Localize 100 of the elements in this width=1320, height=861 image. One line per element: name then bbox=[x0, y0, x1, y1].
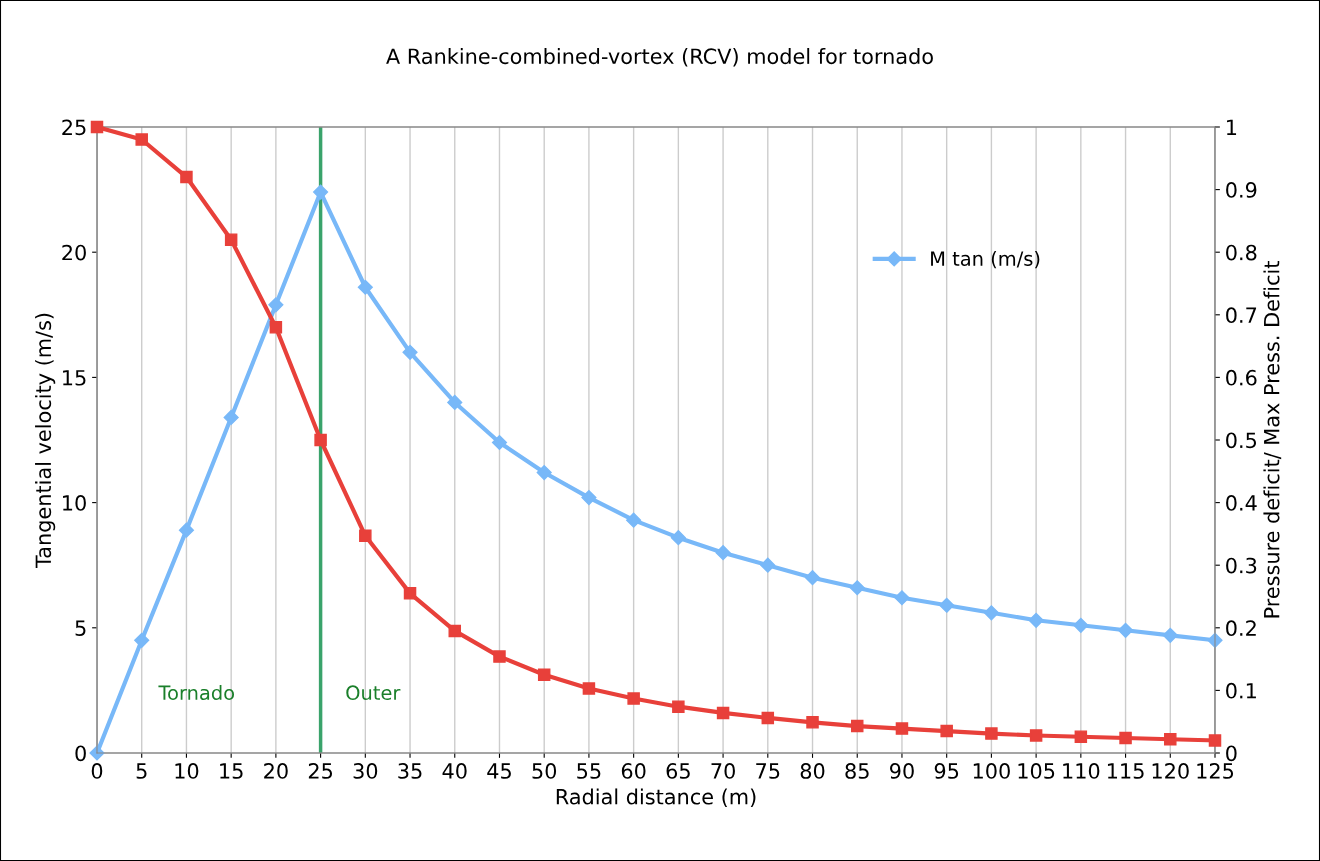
point bbox=[357, 279, 373, 295]
point bbox=[178, 522, 195, 538]
point bbox=[269, 321, 283, 334]
y2-tick-label: 0 bbox=[1226, 745, 1237, 762]
x-tick-label: 105 bbox=[1018, 763, 1055, 779]
point bbox=[493, 650, 506, 663]
point bbox=[939, 597, 955, 613]
point bbox=[716, 706, 730, 720]
point bbox=[448, 624, 462, 638]
y2-tick-label: 0.2 bbox=[1226, 620, 1256, 637]
x-tick-label: 95 bbox=[934, 763, 959, 779]
y2-tick-label: 0.8 bbox=[1226, 244, 1257, 261]
point bbox=[983, 605, 999, 621]
x-tick-label: 85 bbox=[845, 763, 869, 779]
point bbox=[626, 512, 642, 528]
point bbox=[1074, 730, 1088, 743]
point bbox=[537, 668, 551, 682]
point bbox=[894, 590, 910, 606]
point bbox=[849, 580, 865, 596]
point bbox=[672, 700, 685, 713]
point bbox=[806, 716, 819, 729]
annotation: Tornado bbox=[158, 685, 235, 701]
point bbox=[359, 529, 372, 543]
y-tick-label: 15 bbox=[63, 370, 86, 386]
x-tick-label: 35 bbox=[398, 763, 422, 779]
x-tick-label: 30 bbox=[353, 763, 378, 779]
point bbox=[1028, 612, 1044, 628]
y-tick-label: 5 bbox=[75, 620, 86, 637]
x-tick-label: 120 bbox=[1152, 763, 1189, 779]
y2-tick-label: 0.7 bbox=[1226, 307, 1257, 324]
y-tick-label: 25 bbox=[62, 119, 86, 136]
x-tick-label: 60 bbox=[621, 763, 646, 779]
y2-tick-label: 0.4 bbox=[1226, 495, 1257, 511]
x-tick-label: 65 bbox=[666, 763, 690, 779]
point bbox=[627, 692, 640, 705]
point bbox=[180, 170, 193, 184]
point bbox=[314, 433, 327, 447]
x-tick-label: 50 bbox=[532, 763, 557, 779]
x-tick-label: 110 bbox=[1063, 763, 1100, 779]
annotation: Outer bbox=[346, 685, 401, 701]
point bbox=[670, 530, 686, 546]
point bbox=[135, 133, 148, 146]
x-tick-label: 45 bbox=[487, 763, 511, 779]
x-tick-label: 100 bbox=[973, 763, 1010, 779]
y-axis-title: Tangential velocity (m/s) bbox=[35, 313, 56, 569]
x-tick-label: 20 bbox=[264, 763, 288, 779]
point bbox=[850, 719, 864, 733]
point bbox=[940, 724, 953, 738]
point bbox=[1164, 732, 1177, 746]
x-tick-label: 40 bbox=[442, 763, 467, 779]
point bbox=[90, 120, 104, 134]
point bbox=[581, 490, 597, 506]
point bbox=[268, 297, 284, 313]
x-tick-label: 90 bbox=[890, 763, 914, 779]
y-tick-label: 0 bbox=[75, 745, 86, 762]
y2-tick-label: 0.6 bbox=[1226, 369, 1257, 386]
x-tick-label: 80 bbox=[800, 763, 825, 779]
point bbox=[895, 722, 909, 735]
y2-tick-label: 0.1 bbox=[1226, 682, 1256, 699]
x-axis-title: Radial distance (m) bbox=[556, 788, 756, 808]
point bbox=[985, 727, 998, 740]
x-tick-label: 125 bbox=[1197, 763, 1234, 779]
chart-title: A Rankine-combined-vortex (RCV) model for tornado bbox=[386, 48, 933, 67]
point bbox=[447, 394, 463, 411]
point bbox=[1117, 622, 1134, 638]
y2-axis-title: Pressure deficit/ Max Press. Deficit bbox=[1263, 261, 1282, 618]
point bbox=[715, 545, 731, 561]
x-tick-label: 70 bbox=[711, 763, 735, 779]
y-tick-label: 10 bbox=[63, 495, 86, 511]
point bbox=[223, 409, 239, 426]
point bbox=[224, 233, 238, 246]
x-tick-label: 55 bbox=[577, 763, 601, 779]
x-tick-label: 25 bbox=[308, 763, 333, 779]
y2-tick-label: 0.5 bbox=[1226, 432, 1257, 449]
x-tick-label: 115 bbox=[1107, 763, 1144, 779]
y2-tick-label: 0.3 bbox=[1226, 557, 1257, 574]
x-tick-label: 15 bbox=[220, 763, 243, 779]
x-tick-label: 5 bbox=[136, 763, 147, 779]
point bbox=[1162, 627, 1178, 643]
y2-tick-label: 0.9 bbox=[1226, 182, 1257, 198]
point bbox=[804, 570, 821, 586]
point bbox=[761, 711, 775, 725]
point bbox=[582, 682, 596, 695]
point bbox=[1208, 734, 1222, 747]
x-tick-label: 10 bbox=[175, 763, 199, 779]
point bbox=[403, 587, 417, 600]
x-tick-label: 75 bbox=[756, 763, 780, 779]
point bbox=[402, 344, 418, 360]
point bbox=[491, 434, 508, 451]
legend-label: M tan (m/s) bbox=[931, 250, 1040, 269]
point bbox=[313, 184, 329, 200]
point bbox=[1029, 729, 1043, 742]
y-tick-label: 20 bbox=[62, 244, 86, 261]
point bbox=[760, 557, 776, 573]
x-tick-label: 0 bbox=[91, 763, 103, 779]
point bbox=[536, 464, 552, 481]
point bbox=[1119, 731, 1132, 745]
y2-tick-label: 1 bbox=[1227, 119, 1237, 135]
point bbox=[134, 632, 150, 648]
point bbox=[1073, 617, 1089, 633]
